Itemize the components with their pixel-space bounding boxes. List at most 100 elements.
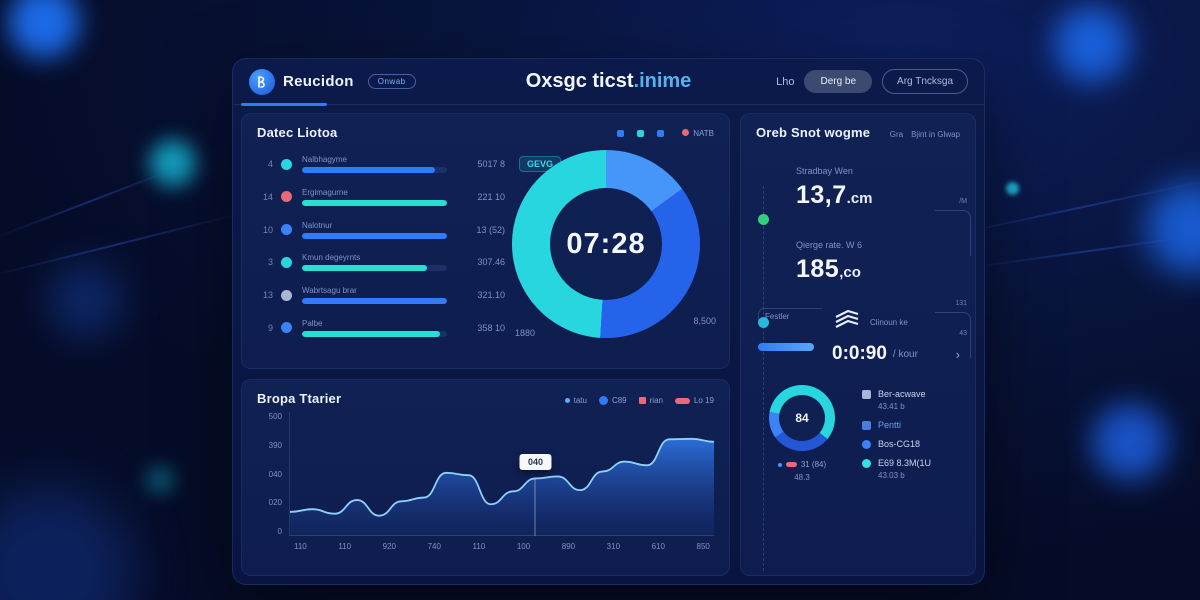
secondary-button[interactable]: Arg Tncksga	[882, 69, 968, 94]
y-axis-tick: 020	[268, 498, 282, 508]
mini-donut-chart[interactable]: 84	[769, 385, 835, 451]
metric-value: 307.46	[477, 257, 505, 268]
donut-left-label: 1880	[515, 328, 536, 338]
legend-swatch-icon	[637, 130, 645, 137]
trend-chart: 500 390 040 020 0	[257, 412, 714, 553]
stat-block[interactable]: Qierge rate. W 6 185,co	[796, 240, 960, 284]
trend-legend-label: Lo 19	[693, 396, 714, 405]
side-legend-item[interactable]: Ber-acwave 43.41 b	[862, 389, 960, 411]
metric-row[interactable]: 10 Nalotnur 13 (52)	[257, 214, 505, 246]
trend-legend-item[interactable]: rian	[638, 396, 663, 405]
side-panel: Oreb Snot wogme Gra Bjint in Glwap /M 13…	[740, 113, 976, 576]
metric-value: 358 10	[477, 322, 505, 333]
mini-donut-caption-2: 48.3	[794, 473, 810, 482]
metric-middle: Nalbhagyme	[302, 155, 447, 173]
metric-index: 14	[262, 191, 273, 202]
metric-dot-icon	[281, 289, 292, 301]
side-panel-subtitle-small[interactable]: Gra	[889, 130, 904, 139]
chart-tooltip: 040	[519, 454, 551, 471]
background-line	[959, 231, 1200, 271]
stats-list: Stradbay Wen 13,7.cm Qierge rate. W 6 18…	[796, 166, 960, 284]
background-blob	[1092, 404, 1168, 480]
brand-logo-icon	[249, 68, 275, 95]
mini-donut-center: 84	[779, 395, 825, 441]
metric-progress-bar	[302, 298, 447, 305]
area-chart-plot[interactable]: 040 110 110 920 740 110 100 890 310 610 850	[289, 412, 714, 551]
usage-value: 0:0:90	[832, 343, 887, 364]
header-actions: Lho Derg be Arg Tncksga	[776, 69, 968, 94]
x-axis-tick: 740	[427, 542, 441, 551]
side-legend-item[interactable]: Pentti	[862, 420, 960, 430]
completion-donut-chart[interactable]: 07:28	[512, 150, 700, 338]
metric-value: 5017 8	[477, 159, 505, 169]
stat-block[interactable]: Stradbay Wen 13,7.cm	[796, 166, 960, 210]
trend-legend-label: C89	[611, 396, 627, 405]
metric-row[interactable]: 3 Kmun degeyrnts 307.46	[257, 246, 505, 278]
stat-value-row: 185,co	[796, 255, 960, 284]
layers-icon	[832, 308, 862, 337]
metric-index: 3	[267, 257, 273, 268]
metric-dot-icon	[281, 224, 292, 236]
background-blob	[150, 140, 196, 186]
metric-middle: Nalotnur	[302, 221, 447, 239]
background-line	[0, 211, 247, 279]
background-line	[0, 162, 190, 240]
metric-progress-track	[302, 298, 447, 305]
trend-legend-label: rian	[649, 396, 663, 405]
metric-middle: Palbe	[302, 319, 447, 337]
side-panel-subtitle: Gra Bjint in Glwap	[890, 130, 960, 139]
blue-dot-icon	[777, 462, 782, 467]
metric-index: 13	[262, 290, 273, 301]
side-legend-item[interactable]: Bos-CG18	[862, 439, 960, 449]
x-axis-tick: 110	[472, 542, 486, 551]
metric-row[interactable]: 9 Palbe 358 10	[257, 312, 505, 344]
tooltip-guide-line	[534, 478, 536, 536]
stat-unit: .cm	[846, 190, 873, 207]
brand[interactable]: Reucidon Onwab	[249, 68, 416, 95]
metric-dot-icon	[281, 322, 292, 334]
trend-legend-item[interactable]: C89	[598, 396, 627, 405]
usage-progress-bar	[758, 343, 814, 351]
chevron-right-icon[interactable]: ›	[955, 346, 960, 362]
x-axis-tick: 310	[606, 542, 621, 551]
side-panel-header: Oreb Snot wogme Gra Bjint in Glwap	[756, 125, 960, 140]
side-panel-subtitle-text[interactable]: Bjint in Glwap	[911, 130, 960, 139]
trend-legend-item[interactable]: Lo 19	[674, 396, 714, 405]
metric-row[interactable]: 4 Nalbhagyme 5017 8	[257, 148, 505, 180]
usage-label: Festler	[758, 308, 822, 321]
trend-panel: Bropa Ttarier tatu C89 rian Lo 19 500 390 040…	[241, 379, 730, 576]
metric-dot-icon	[281, 191, 292, 203]
primary-button[interactable]: Derg be	[804, 70, 873, 93]
legend-swatch-icon	[617, 130, 625, 137]
metric-progress-track	[302, 199, 447, 206]
background-blob	[8, 0, 80, 58]
timeline-dot-icon	[758, 317, 769, 328]
x-axis-tick: 110	[338, 542, 352, 551]
donut-zone: GEVG 07:28 1880 8,500	[505, 140, 716, 348]
metric-row[interactable]: 14 Ergimagurne 221 10	[257, 181, 505, 213]
x-axis-tick: 610	[651, 542, 665, 551]
side-legend-item[interactable]: E69 8.3M(1U 43.03 b	[862, 458, 960, 480]
y-axis-labels: 500 390 040 020 0	[257, 412, 289, 553]
metrics-panel: Datec Liotoa NATB 4 Nalbhagyme 5017 8 14…	[241, 113, 730, 369]
metric-dot-icon	[281, 256, 292, 268]
stat-side-mark: 131	[955, 300, 967, 307]
metric-index: 4	[267, 159, 273, 169]
x-axis-tick: 890	[561, 542, 576, 551]
stat-value-row: 13,7.cm	[796, 181, 960, 210]
page-title-main: Oxsgc ticst	[525, 70, 634, 92]
metric-progress-bar	[302, 199, 447, 206]
header-link[interactable]: Lho	[776, 75, 795, 88]
metrics-panel-title: Datec Liotoa	[257, 125, 338, 140]
metrics-body: 4 Nalbhagyme 5017 8 14 Ergimagurne 221 1…	[257, 140, 716, 348]
donut-hole: 07:28	[550, 188, 662, 300]
side-legend-texts: Ber-acwave 43.41 b	[878, 389, 926, 411]
y-axis-tick: 390	[268, 440, 282, 450]
metric-row[interactable]: 13 Wabrtsagu brar 321.10	[257, 279, 505, 311]
legend-item: NATB	[682, 129, 714, 138]
background-blob	[1054, 6, 1130, 82]
brand-badge[interactable]: Onwab	[367, 74, 416, 89]
side-legend-texts: E69 8.3M(1U 43.03 b	[878, 458, 931, 480]
usage-left: Festler	[758, 308, 822, 365]
trend-legend-item[interactable]: tatu	[564, 396, 587, 405]
